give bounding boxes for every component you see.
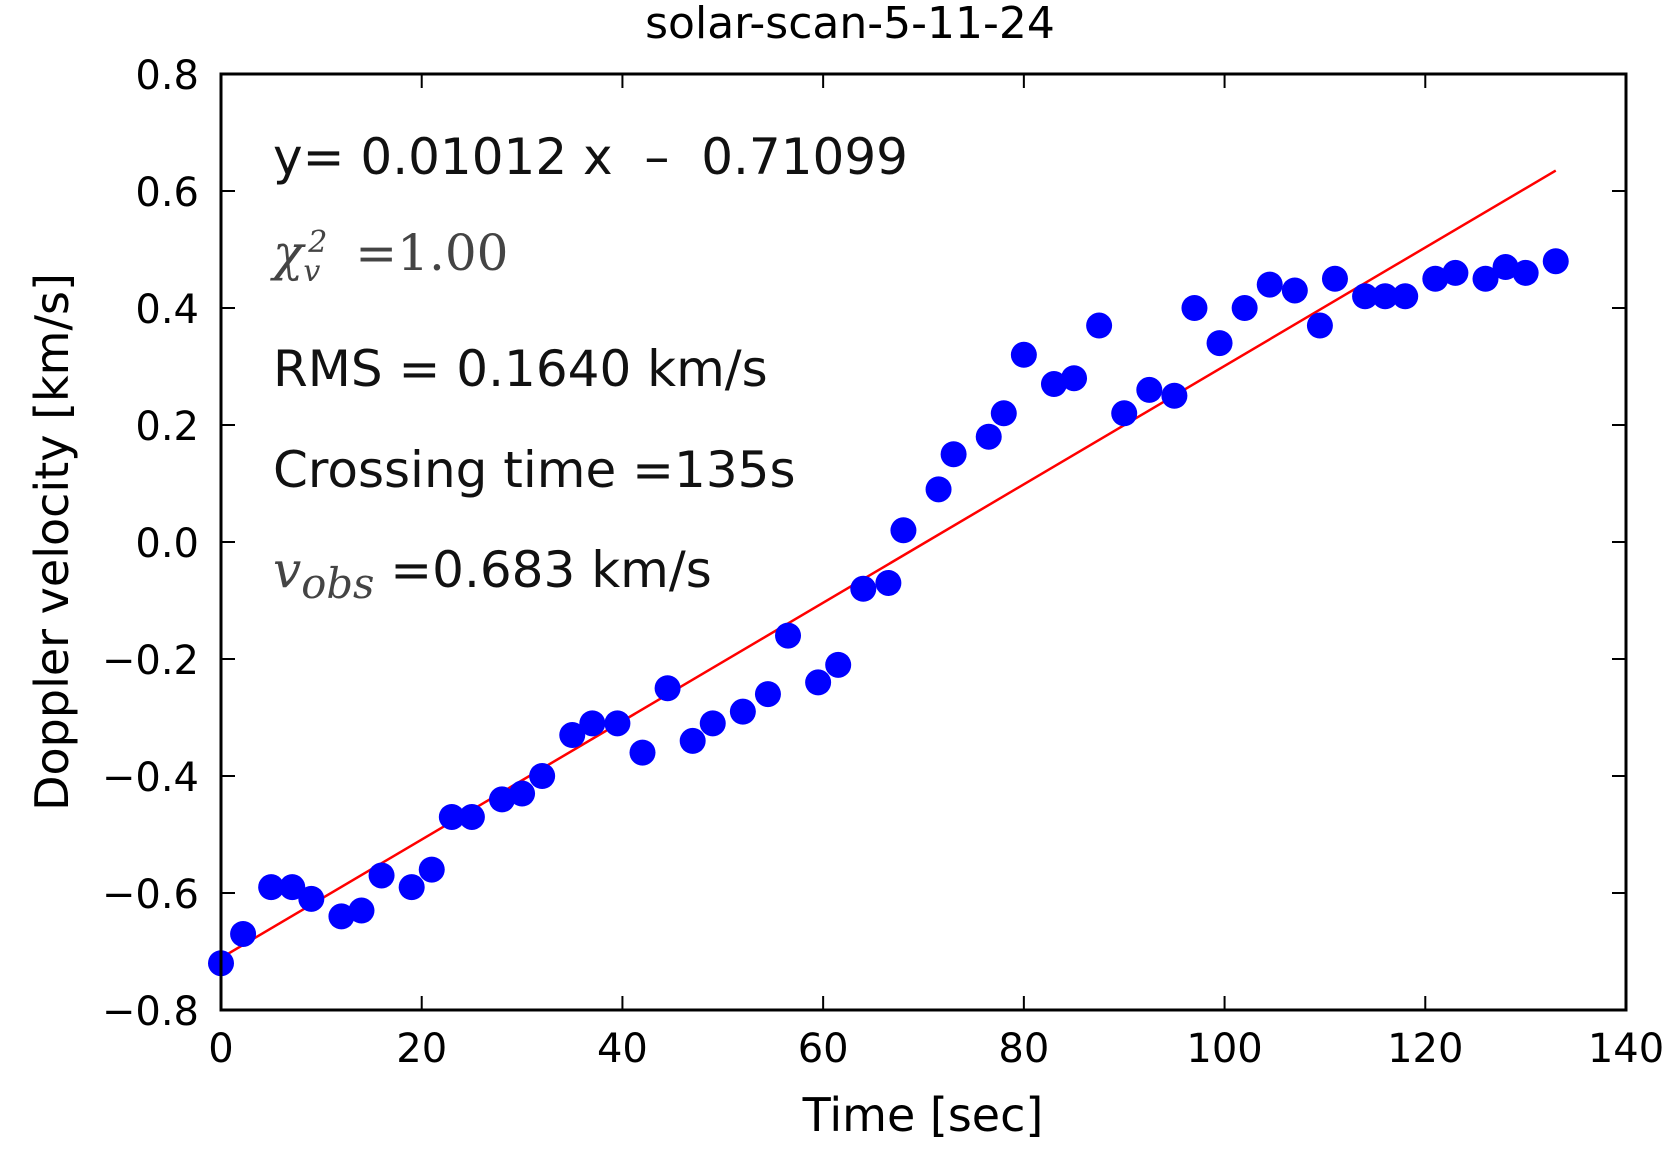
data-point xyxy=(729,698,756,725)
data-point xyxy=(298,885,325,912)
data-point xyxy=(754,681,781,708)
data-point xyxy=(990,400,1017,427)
data-point xyxy=(805,669,832,696)
y-tick-label: −0.2 xyxy=(102,638,199,684)
x-tick-label: 140 xyxy=(1588,1026,1664,1072)
data-point xyxy=(1111,400,1138,427)
chi-value: =1.00 xyxy=(339,224,509,282)
data-point xyxy=(1061,365,1088,392)
v-subscript: obs xyxy=(301,559,375,608)
y-tick-label: 0.8 xyxy=(135,53,199,99)
data-point xyxy=(438,803,465,830)
data-point xyxy=(489,786,515,813)
data-point xyxy=(1040,371,1067,398)
data-point xyxy=(1321,265,1348,292)
y-tick-label: 0.4 xyxy=(135,287,199,333)
data-point xyxy=(1352,283,1379,310)
data-point xyxy=(604,710,631,737)
data-point xyxy=(1442,259,1469,286)
x-tick-label: 120 xyxy=(1387,1026,1463,1072)
x-tick-label: 40 xyxy=(597,1026,648,1072)
data-point xyxy=(850,575,877,602)
data-point xyxy=(890,517,917,544)
data-point xyxy=(775,622,802,649)
x-axis-ticks: 0 20 40 60 80 100 120 140 xyxy=(208,74,1664,1072)
data-point xyxy=(1492,254,1519,281)
data-point xyxy=(1010,341,1037,368)
data-point xyxy=(1512,259,1539,286)
y-tick-label: 0.0 xyxy=(135,521,199,567)
data-point xyxy=(1306,312,1333,339)
x-tick-label: 60 xyxy=(798,1026,849,1072)
data-point xyxy=(509,780,536,807)
y-tick-label: −0.6 xyxy=(102,872,199,918)
data-point xyxy=(1206,330,1233,357)
data-point xyxy=(559,722,586,749)
x-tick-label: 0 xyxy=(208,1026,233,1072)
fit-equation: y= 0.01012 x – 0.71099 xyxy=(273,128,908,186)
data-point xyxy=(279,874,306,901)
data-point xyxy=(1472,265,1499,292)
data-point xyxy=(825,651,852,678)
data-point xyxy=(1422,265,1449,292)
data-point xyxy=(1231,295,1258,321)
data-point xyxy=(629,739,656,766)
chi-symbol: χ xyxy=(273,224,304,282)
data-point xyxy=(940,441,967,468)
y-tick-label: −0.4 xyxy=(102,755,199,801)
data-point xyxy=(579,710,606,737)
data-point xyxy=(1281,277,1308,304)
data-point xyxy=(875,569,902,596)
data-points xyxy=(208,248,1569,977)
chi-superscript: 2 xyxy=(308,225,328,261)
data-point xyxy=(230,920,257,947)
data-point xyxy=(1542,248,1569,275)
chi-square-annotation: χv2 =1.00 xyxy=(273,228,508,287)
chi-subscript: v xyxy=(303,254,321,289)
data-point xyxy=(679,727,706,754)
rms-annotation: RMS = 0.1640 km/s xyxy=(273,340,768,398)
data-point xyxy=(975,423,1002,450)
data-point xyxy=(529,763,556,789)
data-point xyxy=(348,897,375,924)
x-tick-label: 80 xyxy=(998,1026,1049,1072)
data-point xyxy=(1086,312,1113,339)
data-point xyxy=(258,874,285,901)
y-tick-label: 0.6 xyxy=(135,170,199,216)
data-point xyxy=(368,862,395,889)
data-point xyxy=(1256,271,1283,298)
data-point xyxy=(654,675,681,702)
data-point xyxy=(398,874,425,901)
v-obs-annotation: vobs =0.683 km/s xyxy=(273,545,712,605)
data-point xyxy=(699,710,726,737)
v-symbol: v xyxy=(273,541,302,599)
x-tick-label: 20 xyxy=(396,1026,447,1072)
data-point xyxy=(418,856,445,883)
y-axis-label: Doppler velocity [km/s] xyxy=(25,273,79,811)
data-point xyxy=(925,476,952,503)
plot-frame xyxy=(219,72,1628,1012)
data-point xyxy=(458,803,485,830)
data-point xyxy=(1161,382,1188,409)
x-axis-label: Time [sec] xyxy=(802,1088,1044,1142)
data-point xyxy=(1136,376,1163,403)
data-point xyxy=(328,903,355,930)
data-point xyxy=(1181,295,1208,321)
crossing-time-annotation: Crossing time =135s xyxy=(273,441,796,499)
data-point xyxy=(1392,283,1419,310)
y-tick-label: −0.8 xyxy=(102,989,199,1035)
y-axis-ticks: −0.8 −0.6 −0.4 −0.2 0.0 0.2 0.4 0.6 0.8 xyxy=(102,53,1626,1035)
data-point xyxy=(1372,283,1399,310)
x-tick-label: 100 xyxy=(1186,1026,1262,1072)
chart-title: solar-scan-5-11-24 xyxy=(645,0,1055,49)
v-value: =0.683 km/s xyxy=(374,541,712,599)
y-tick-label: 0.2 xyxy=(135,404,199,450)
